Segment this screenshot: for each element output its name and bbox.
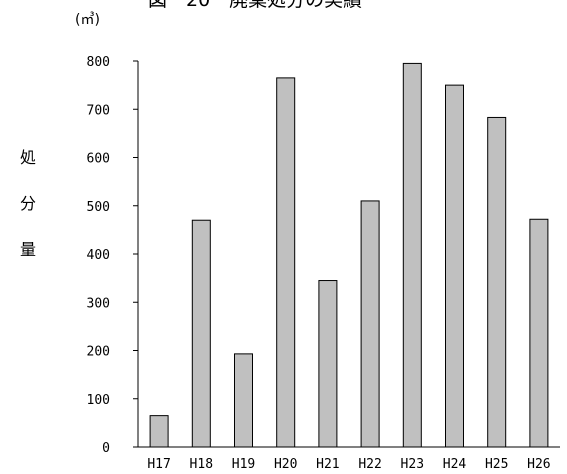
y-tick-label: 700	[87, 103, 110, 118]
y-axis-label-char: 量	[20, 240, 36, 259]
bar-H21	[318, 280, 338, 448]
x-tick-label: H21	[316, 457, 339, 472]
bar-H24	[445, 84, 464, 448]
x-tick-label: H19	[232, 457, 255, 472]
y-axis-unit: (㎥)	[75, 12, 100, 28]
y-tick-label: 300	[87, 296, 110, 311]
y-tick-label: 500	[87, 200, 110, 215]
bar-H25	[487, 116, 507, 448]
y-axis-label-group: 処分量	[20, 148, 36, 259]
x-tick-label: H26	[527, 457, 550, 472]
chart-title: 図－20 廃棄処分の実績	[148, 0, 362, 11]
bar-H19	[234, 353, 253, 448]
x-tick-label: H17	[147, 457, 170, 472]
y-tick-label: 100	[87, 393, 110, 408]
y-tick-label: 400	[87, 248, 110, 263]
bar-H22	[360, 200, 380, 448]
x-tick-label: H23	[401, 457, 424, 472]
bar-H23	[402, 62, 422, 448]
x-tick-label: H24	[443, 457, 467, 472]
y-axis-ticks: 0 100 200 300 400 500 600 700 800	[87, 55, 138, 456]
y-tick-label: 800	[87, 55, 110, 70]
x-tick-label: H20	[274, 457, 297, 472]
y-tick-label: 600	[87, 152, 110, 167]
bar-H20	[276, 77, 296, 448]
x-tick-label: H18	[190, 457, 213, 472]
y-tick-label: 0	[102, 441, 110, 456]
bar-H17	[149, 415, 169, 448]
bar-H26	[529, 218, 549, 448]
axes	[137, 61, 560, 448]
bar-H18	[191, 219, 211, 448]
x-tick-label: H25	[485, 457, 508, 472]
y-tick-label: 200	[87, 345, 110, 360]
y-axis-label-char: 処	[20, 148, 36, 167]
x-axis-ticks: H17 H18 H19 H20 H21 H22 H23 H24 H25 H26	[147, 457, 550, 472]
chart-title-group: 図－20 廃棄処分の実績 (㎥)	[75, 0, 362, 28]
bars	[149, 62, 549, 448]
y-axis-label-char: 分	[20, 194, 36, 213]
x-tick-label: H22	[358, 457, 381, 472]
